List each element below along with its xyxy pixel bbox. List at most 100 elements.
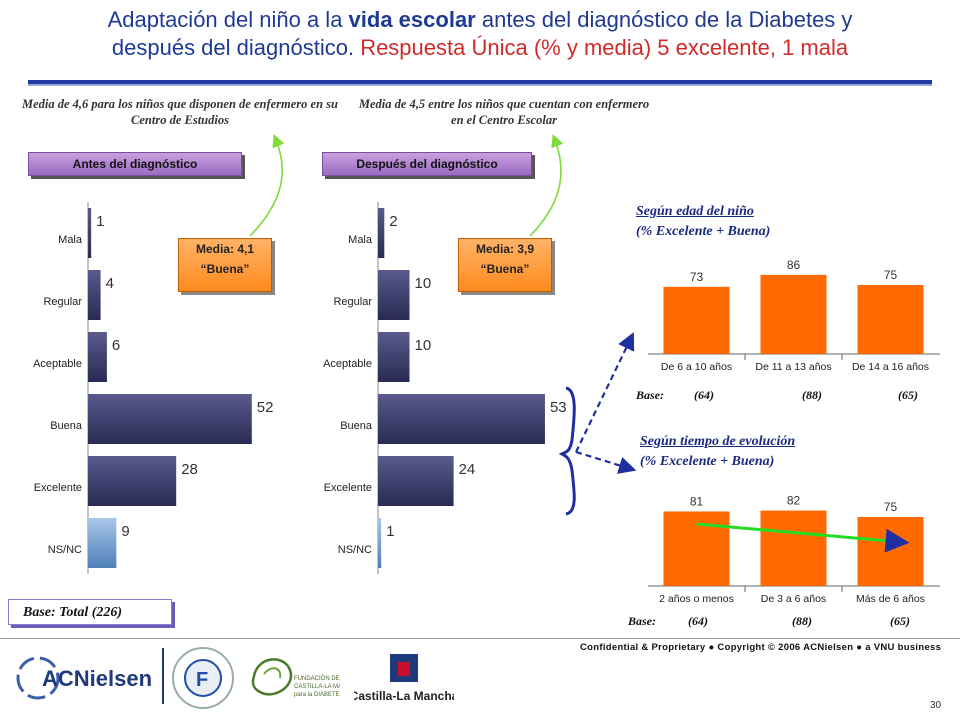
value-label: 86 (787, 258, 801, 272)
value-label: 6 (112, 337, 120, 354)
category-label: Buena (340, 420, 373, 432)
bar-aceptable (378, 332, 410, 382)
base-total: Base: Total (226) (8, 599, 172, 625)
logo-separator (162, 648, 164, 704)
bar-nsnc (88, 518, 117, 568)
category-label: Excelente (34, 482, 82, 494)
bar (663, 286, 730, 354)
bar-nsnc (378, 518, 382, 568)
title-part1: Adaptación del niño a la (107, 7, 349, 32)
media-box-before: Media: 4,1 “Buena” (178, 238, 272, 292)
fundacion-castilla-logo: FUNDACIÓN DE CASTILLA-LA MANCHA para la … (244, 646, 359, 708)
media-before-line1: Media: 4,1 (195, 242, 255, 256)
bar-aceptable (88, 332, 107, 382)
acnielsen-logo-text: ACNielsen (42, 666, 152, 691)
bar (663, 511, 730, 586)
value-label: 24 (459, 461, 476, 478)
value-label: 10 (415, 275, 432, 292)
tab-before: Antes del diagnóstico (28, 152, 242, 176)
media-before-line2: “Buena” (200, 262, 250, 276)
category-label: Buena (50, 420, 83, 432)
category-label: NS/NC (48, 544, 82, 556)
castilla-logo-text: FUNDACIÓN DE (294, 675, 340, 682)
chart-age: 73 De 6 a 10 años 86 De 11 a 13 años 75 De 14… (648, 258, 940, 373)
bar-regular (378, 270, 410, 320)
category-label: Aceptable (33, 358, 82, 370)
value-label: 9 (121, 523, 129, 540)
bar (760, 274, 827, 354)
base-evo-v1: (64) (688, 614, 708, 628)
bar-excelente (88, 456, 177, 506)
category-label: Más de 6 años (856, 593, 925, 605)
value-label: 81 (690, 494, 704, 508)
title-part2: antes del diagnóstico de la Diabetes y (475, 7, 853, 32)
value-label: 73 (690, 270, 704, 284)
section-age-title1: Según edad del niño (636, 204, 754, 219)
title-line2: después del diagnóstico. (111, 35, 361, 60)
value-label: 75 (884, 500, 898, 514)
value-label: 75 (884, 268, 898, 282)
value-label: 52 (257, 399, 274, 416)
svg-text:CASTILLA-LA MANCHA: CASTILLA-LA MANCHA (294, 684, 340, 690)
section-evo-title2: (% Excelente + Buena) (640, 454, 775, 469)
tab-after: Después del diagnóstico (322, 152, 532, 176)
bar-mala (378, 208, 385, 258)
svg-text:para la DIABETES: para la DIABETES (294, 692, 340, 698)
fundacion-diabetes-logo: F (170, 644, 236, 712)
category-label: De 11 a 13 años (755, 361, 831, 373)
chart-after: Mala 2 Regular 10 Aceptable 10 Buena 53 Excelent… (323, 202, 567, 574)
footer-divider (0, 638, 960, 639)
bar (857, 517, 924, 586)
brace-shape (558, 386, 576, 516)
category-label: Mala (58, 234, 83, 246)
base-evo-v2: (88) (792, 614, 812, 628)
bar (857, 285, 924, 354)
value-label: 1 (386, 523, 394, 540)
value-label: 4 (106, 275, 114, 292)
title-bold: vida escolar (348, 7, 476, 32)
clm-logo-text: Castilla-La Mancha (354, 689, 454, 703)
category-label: 2 años o menos (659, 593, 734, 605)
base-evo-label: Base: (628, 614, 656, 628)
category-label: Excelente (324, 482, 372, 494)
page-title: Adaptación del niño a la vida escolar an… (10, 6, 950, 62)
trend-line (696, 522, 910, 553)
bar-buena (378, 394, 545, 444)
category-label: Mala (348, 234, 373, 246)
media-after-line2: “Buena” (480, 262, 530, 276)
category-label: Regular (43, 296, 82, 308)
category-label: De 3 a 6 años (761, 593, 826, 605)
section-age-title: Según edad del niño (% Excelente + Buena… (636, 202, 770, 242)
media-after-line1: Media: 3,9 (475, 242, 535, 256)
base-age-v3: (65) (898, 388, 918, 402)
svg-text:F: F (196, 669, 208, 691)
value-label: 82 (787, 494, 801, 508)
arrow-before (249, 134, 285, 237)
bar-mala (88, 208, 92, 258)
bar-excelente (378, 456, 454, 506)
note-left: Media de 4,6 para los niños que disponen… (22, 97, 338, 127)
arrow-after (529, 133, 564, 237)
chart-before: Mala 1 Regular 4 Aceptable 6 Buena 52 Excelente 2… (33, 202, 274, 574)
base-evo-v3: (65) (890, 614, 910, 628)
base-age-v2: (88) (802, 388, 822, 402)
note-right: Media de 4,5 entre los niños que cuentan… (358, 97, 650, 127)
acnielsen-logo: ACNielsen (12, 650, 152, 706)
category-label: Regular (333, 296, 372, 308)
value-label: 2 (389, 213, 397, 230)
section-evo-title1: Según tiempo de evolución (640, 434, 796, 449)
value-label: 1 (96, 213, 104, 230)
base-age-label: Base: (636, 388, 664, 402)
bar-regular (88, 270, 101, 320)
page-number: 30 (930, 700, 942, 711)
value-label: 53 (550, 399, 567, 416)
section-evolution-title: Según tiempo de evolución (% Excelente +… (640, 432, 795, 472)
value-label: 28 (181, 461, 198, 478)
arrow-to-age (575, 332, 635, 453)
media-box-after: Media: 3,9 “Buena” (458, 238, 552, 292)
chart-evolution: 81 2 años o menos 82 De 3 a 6 años 75 Más de … (648, 494, 940, 605)
base-age-v1: (64) (694, 388, 714, 402)
category-label: De 14 a 16 años (852, 361, 929, 373)
category-label: NS/NC (338, 544, 372, 556)
